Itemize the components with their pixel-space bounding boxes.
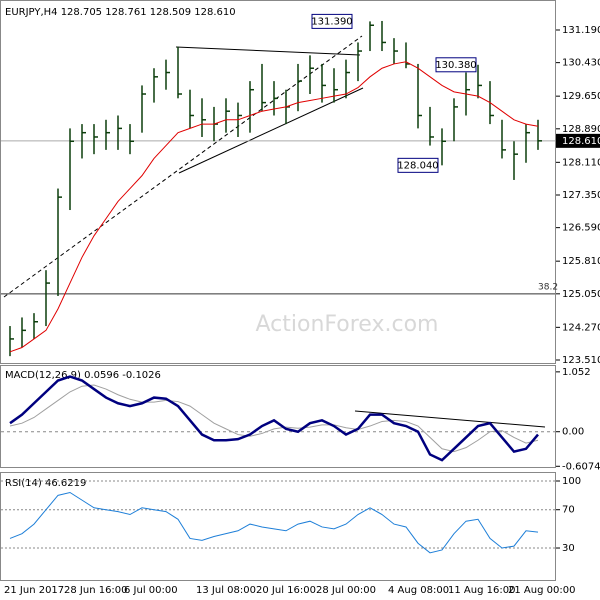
moving-average bbox=[9, 61, 539, 353]
x-tick-label: 28 Jun 16:00 bbox=[64, 585, 128, 596]
annotation-box bbox=[435, 57, 477, 73]
watermark: ActionForex.com bbox=[256, 312, 439, 337]
y-tick-label: 30 bbox=[562, 543, 575, 554]
y-tick-label: 128.110 bbox=[562, 157, 600, 168]
x-tick-label: 28 Jul 00:00 bbox=[316, 585, 376, 596]
y-tick-label: 125.050 bbox=[562, 289, 600, 300]
x-tick-label: 21 Jun 2017 bbox=[4, 585, 64, 596]
signal-line bbox=[9, 384, 539, 453]
y-tick-label: 123.510 bbox=[562, 355, 600, 366]
current-price-label: 128.610 bbox=[562, 136, 600, 147]
x-tick-label: 20 Jul 16:00 bbox=[256, 585, 316, 596]
x-tick-label: 13 Jul 08:00 bbox=[196, 585, 256, 596]
y-tick-label: 124.270 bbox=[562, 322, 600, 333]
rsi-line bbox=[9, 491, 539, 554]
macd-line bbox=[9, 375, 539, 462]
y-tick-label: 127.350 bbox=[562, 190, 600, 201]
y-tick-label: 126.590 bbox=[562, 223, 600, 234]
y-tick-label: 125.810 bbox=[562, 256, 600, 267]
y-tick-label: 0.00 bbox=[562, 427, 584, 438]
trend-line bbox=[178, 87, 364, 174]
annotation-label: 131.390 bbox=[311, 16, 352, 27]
x-tick-label: 11 Aug 16:00 bbox=[448, 585, 515, 596]
panel-title: RSI(14) 46.6219 bbox=[5, 478, 86, 489]
trend-line bbox=[175, 46, 361, 56]
annotation-label: 130.380 bbox=[435, 60, 476, 71]
y-tick-label: 128.890 bbox=[562, 124, 600, 135]
current-price-box bbox=[556, 133, 600, 148]
x-tick-label: 21 Aug 00:00 bbox=[508, 585, 575, 596]
annotation-box bbox=[311, 13, 353, 29]
annotation-label: 128.040 bbox=[397, 160, 438, 171]
y-tick-label: -0.6074 bbox=[562, 461, 600, 472]
y-tick-label: 129.650 bbox=[562, 91, 600, 102]
y-tick-label: 70 bbox=[562, 505, 575, 516]
rsi-panel bbox=[0, 472, 556, 581]
panel-title: MACD(12,26,9) 0.0596 -0.1026 bbox=[5, 370, 161, 381]
y-tick-label: 130.430 bbox=[562, 58, 600, 69]
x-tick-label: 6 Jul 00:00 bbox=[124, 585, 178, 596]
x-tick-label: 4 Aug 08:00 bbox=[388, 585, 449, 596]
y-tick-label: 131.190 bbox=[562, 25, 600, 36]
annotation-box bbox=[397, 157, 439, 173]
y-tick-label: 100 bbox=[562, 476, 581, 487]
price-panel bbox=[0, 0, 556, 364]
panel-title: EURJPY,H4 128.705 128.761 128.509 128.61… bbox=[5, 7, 236, 18]
fib-label: 38.2 bbox=[538, 282, 558, 292]
y-tick-label: 1.052 bbox=[562, 367, 591, 378]
trend-line bbox=[354, 410, 546, 428]
macd-panel bbox=[0, 365, 556, 468]
trend-line bbox=[3, 35, 363, 298]
